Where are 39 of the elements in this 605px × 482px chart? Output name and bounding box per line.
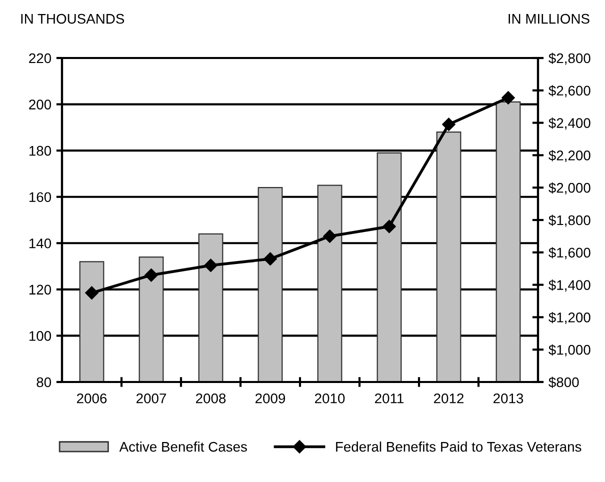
y2-tick-label: $2,600 [548,85,590,98]
y2-tick-label: $800 [548,376,579,388]
y2-tick-label: $1,000 [548,344,590,356]
y-tick-label: 80 [36,377,52,388]
y2-tick-label: $1,600 [548,247,590,260]
x-tick-label: 2007 [136,393,166,404]
x-tick-label: 2011 [375,393,404,404]
x-tick-label: 2013 [494,393,524,404]
point [502,91,515,104]
point [382,220,396,234]
y2-tick-label: $1,400 [548,280,590,292]
x-tick-label: 2012 [434,393,464,404]
x-tick-label: 2006 [77,393,107,404]
y-tick-label: 200 [29,100,52,110]
point [264,252,277,266]
y2-tick-label: $2,200 [548,150,590,162]
y2-tick-label: $2,800 [548,52,590,65]
y2-tick-label: $1,800 [548,214,590,227]
y-tick-label: 220 [29,53,52,64]
y-tick-label: 120 [29,284,52,295]
point [204,258,218,272]
x-tick-label: 2008 [196,393,226,404]
point [442,118,456,132]
y-axis-title: IN THOUSANDS [21,14,124,24]
point [323,230,336,243]
y2-axis-title: IN MILLIONS [508,14,590,24]
y-tick-label: 180 [29,146,52,156]
y2-tick-label: $2,400 [548,118,590,130]
x-tick-label: 2009 [256,393,286,404]
y-tick-label: 160 [29,192,52,202]
y2-tick-label: $1,200 [548,312,590,324]
x-tick-label: 2010 [315,393,345,404]
y2-tick-label: $2,000 [548,182,590,194]
point [144,268,158,282]
legend-label: Active Benefit Cases [119,442,247,452]
y-tick-label: 140 [29,238,52,248]
y-tick-label: 100 [29,331,52,341]
point [85,286,98,300]
legend-label: Federal Benefits Paid to Texas Veterans [336,442,582,452]
